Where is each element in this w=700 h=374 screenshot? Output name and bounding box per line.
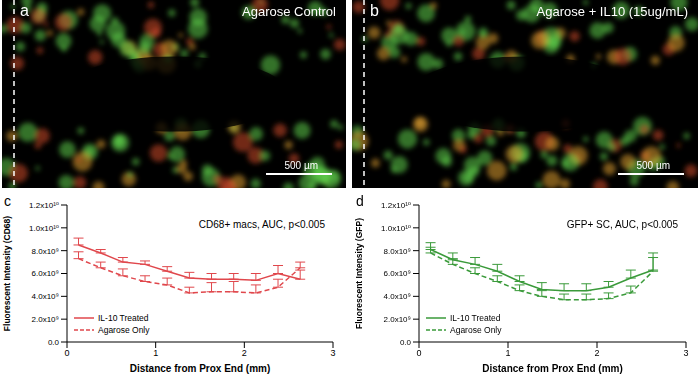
svg-text:2: 2 [594, 348, 599, 358]
html-text:500 µm: 500 µm [636, 160, 670, 171]
html-text:d: d [356, 193, 364, 209]
html-text:Agarose Control: Agarose Control [242, 4, 336, 19]
html-text:IL-10 Treated: IL-10 Treated [98, 313, 149, 323]
svg-text:2.0x10⁹: 2.0x10⁹ [384, 315, 411, 324]
html-text:Agarose + IL10 (15ug/mL): Agarose + IL10 (15ug/mL) [536, 4, 688, 19]
svg-text:8.0x10⁹: 8.0x10⁹ [384, 247, 411, 256]
svg-text:0.0: 0.0 [48, 338, 60, 347]
svg-text:Fluorescent Intensity (GFP): Fluorescent Intensity (GFP) [354, 218, 364, 329]
svg-text:1.0x10¹⁰: 1.0x10¹⁰ [29, 224, 59, 233]
html-text:GFP+ SC, AUC, p<0.005: GFP+ SC, AUC, p<0.005 [566, 219, 678, 230]
html-text:a: a [20, 2, 29, 19]
svg-text:0.0: 0.0 [400, 338, 412, 347]
svg-text:1.2x10¹⁰: 1.2x10¹⁰ [29, 201, 59, 210]
html-text:c: c [4, 193, 11, 209]
svg-text:6.0x10⁹: 6.0x10⁹ [32, 269, 59, 278]
html-text:500 µm: 500 µm [284, 160, 318, 171]
svg-text:Distance from Prox End (mm): Distance from Prox End (mm) [130, 363, 271, 374]
svg-text:4.0x10⁹: 4.0x10⁹ [384, 292, 411, 301]
html-text:b: b [370, 2, 379, 19]
svg-text:1.0x10¹⁰: 1.0x10¹⁰ [381, 224, 411, 233]
svg-text:1.2x10¹⁰: 1.2x10¹⁰ [381, 201, 411, 210]
svg-text:Fluorescent Intensity (CD68): Fluorescent Intensity (CD68) [2, 216, 12, 331]
svg-text:Distance from Prox End (mm): Distance from Prox End (mm) [482, 363, 623, 374]
html-text:Agarose Only: Agarose Only [450, 325, 502, 335]
svg-text:2: 2 [242, 348, 247, 358]
svg-text:6.0x10⁹: 6.0x10⁹ [384, 269, 411, 278]
svg-text:3: 3 [683, 348, 688, 358]
html-text:CD68+ macs, AUC, p<0.005: CD68+ macs, AUC, p<0.005 [198, 219, 325, 230]
svg-text:0: 0 [416, 348, 421, 358]
svg-text:4.0x10⁹: 4.0x10⁹ [32, 292, 59, 301]
svg-text:8.0x10⁹: 8.0x10⁹ [32, 247, 59, 256]
svg-text:2.0x10⁹: 2.0x10⁹ [32, 315, 59, 324]
svg-text:1: 1 [505, 348, 510, 358]
svg-text:1: 1 [153, 348, 158, 358]
html-text:IL-10 Treated: IL-10 Treated [450, 313, 501, 323]
svg-text:3: 3 [330, 348, 335, 358]
html-text:Agarose Only: Agarose Only [98, 325, 150, 335]
svg-text:0: 0 [64, 348, 69, 358]
